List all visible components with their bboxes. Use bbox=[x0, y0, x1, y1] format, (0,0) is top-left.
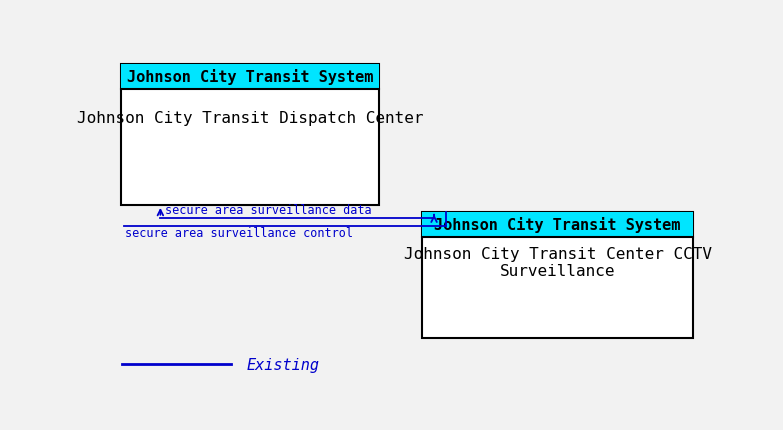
Text: Existing: Existing bbox=[247, 357, 319, 372]
Bar bbox=[422, 212, 693, 237]
Text: Johnson City Transit System: Johnson City Transit System bbox=[127, 69, 373, 85]
Bar bbox=[422, 212, 693, 338]
Bar bbox=[121, 65, 379, 90]
Text: Johnson City Transit Dispatch Center: Johnson City Transit Dispatch Center bbox=[77, 111, 423, 126]
Text: secure area surveillance control: secure area surveillance control bbox=[125, 227, 353, 240]
Text: Johnson City Transit Center CCTV
Surveillance: Johnson City Transit Center CCTV Surveil… bbox=[403, 246, 712, 278]
Bar bbox=[121, 65, 379, 206]
Text: Johnson City Transit System: Johnson City Transit System bbox=[435, 217, 680, 233]
Text: secure area surveillance data: secure area surveillance data bbox=[165, 203, 372, 216]
